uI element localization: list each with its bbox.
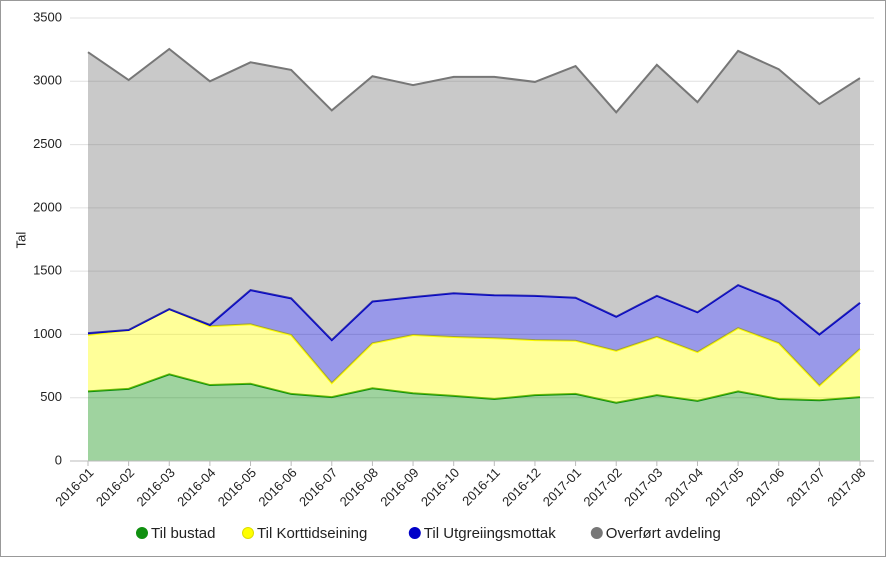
legend-marker — [590, 527, 603, 539]
y-tick-label: 3000 — [33, 73, 62, 88]
y-tick-label: 2000 — [33, 199, 62, 214]
y-tick-label: 2500 — [33, 136, 62, 151]
y-tick-label: 3500 — [33, 9, 62, 24]
y-tick-label: 0 — [55, 452, 62, 467]
area — [88, 285, 860, 386]
y-tick-label: 1000 — [33, 326, 62, 341]
y-axis-label: Tal — [13, 232, 28, 249]
line — [87, 308, 861, 388]
area — [88, 374, 860, 461]
y-tick-label: 500 — [40, 389, 62, 404]
legend-label: Til bustad — [151, 525, 215, 542]
legend-label: Overført avdeling — [606, 525, 721, 542]
line — [87, 47, 861, 114]
area — [88, 49, 860, 341]
legend-marker — [408, 527, 421, 539]
line — [87, 283, 861, 342]
line — [87, 373, 861, 404]
legend-label: Til Korttidseining — [257, 525, 367, 542]
y-tick-label: 1500 — [33, 263, 62, 278]
legend-label: Til Utgreiingsmottak — [424, 525, 556, 542]
legend-marker — [136, 527, 148, 539]
legend-marker — [242, 527, 254, 539]
